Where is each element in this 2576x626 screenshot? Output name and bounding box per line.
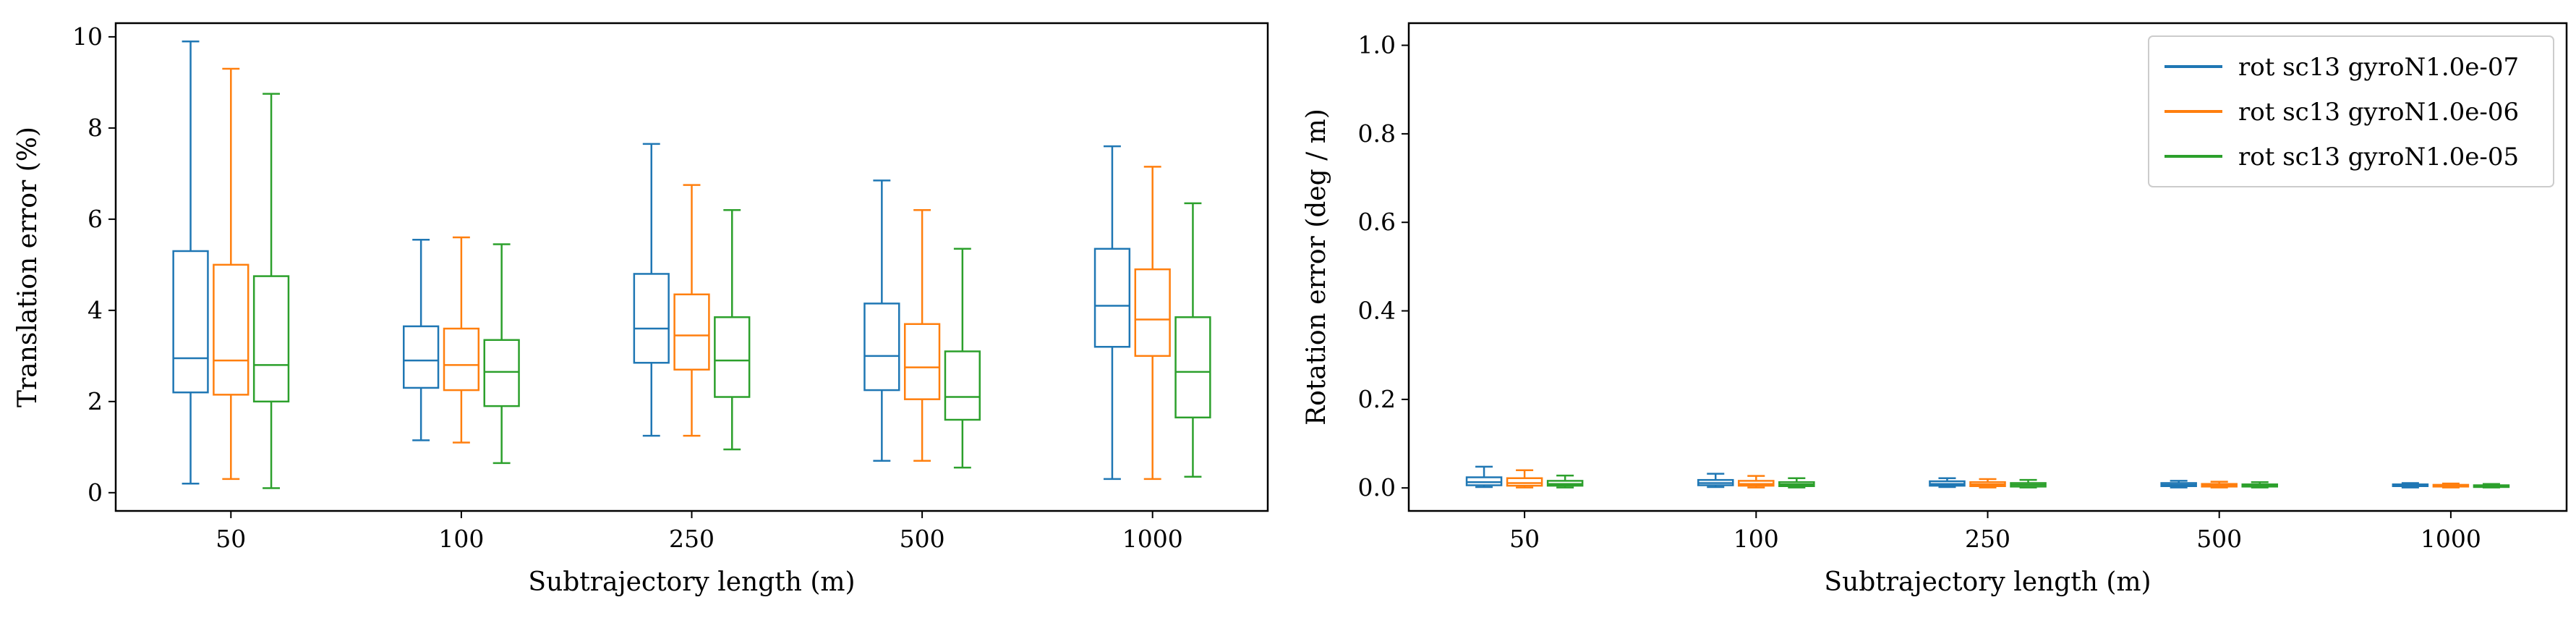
translation-y-axis-label: Translation error (%) xyxy=(13,127,43,407)
legend-label-1: rot sc13 gyroN1.0e-06 xyxy=(2238,98,2519,127)
box-iqr xyxy=(714,316,751,398)
translation-axis-ticks: 0 2 4 6 8 10 50 100 250 500 1000 xyxy=(72,22,1183,553)
translation-ytick-label-3: 6 xyxy=(88,205,103,233)
rotation-plot-content xyxy=(1465,465,2510,488)
translation-box-s1-c1 xyxy=(443,236,480,444)
rotation-ytick-label-4: 0.8 xyxy=(1358,119,1396,148)
rotation-box-s2-c2 xyxy=(2010,478,2047,488)
box-iqr xyxy=(213,263,250,396)
box-iqr xyxy=(1093,248,1131,348)
rotation-error-chart: 0.0 0.2 0.4 0.6 0.8 1.0 50 100 250 500 1000 Subtra… xyxy=(1302,22,2568,597)
box-iqr xyxy=(443,327,480,392)
translation-box-s2-c4 xyxy=(1174,202,1211,478)
rotation-box-s1-c4 xyxy=(2432,482,2470,488)
legend-label-2: rot sc13 gyroN1.0e-05 xyxy=(2238,143,2519,172)
translation-box-s2-c0 xyxy=(252,93,290,489)
box-iqr xyxy=(903,323,941,400)
translation-box-s0-c3 xyxy=(863,179,900,462)
box-iqr xyxy=(863,303,900,392)
rotation-y-axis-label: Rotation error (deg / m) xyxy=(1302,109,1331,426)
rotation-axis-ticks: 0.0 0.2 0.4 0.6 0.8 1.0 50 100 250 500 1000 xyxy=(1358,31,2481,553)
box-iqr xyxy=(673,293,710,371)
translation-ytick-label-2: 4 xyxy=(88,296,103,324)
rotation-box-s1-c2 xyxy=(1969,478,2006,488)
rotation-ytick-label-2: 0.4 xyxy=(1358,297,1396,325)
translation-box-s0-c1 xyxy=(403,238,440,441)
box-iqr xyxy=(1506,477,1543,487)
box-iqr xyxy=(1174,316,1211,419)
rotation-box-s0-c0 xyxy=(1465,465,1503,488)
rotation-box-s0-c1 xyxy=(1697,473,1734,488)
translation-box-s1-c0 xyxy=(213,67,250,481)
box-iqr xyxy=(172,250,209,394)
rotation-ytick-label-0: 0.0 xyxy=(1358,473,1396,502)
box-iqr xyxy=(403,325,440,389)
rotation-xtick-label-1: 100 xyxy=(1733,525,1779,553)
rotation-xtick-label-4: 1000 xyxy=(2421,525,2481,553)
translation-box-s0-c0 xyxy=(172,40,209,485)
translation-box-s1-c4 xyxy=(1134,166,1171,481)
translation-xtick-label-3: 500 xyxy=(900,525,945,553)
translation-box-s2-c3 xyxy=(944,248,981,469)
box-iqr xyxy=(252,275,290,403)
rotation-box-s1-c1 xyxy=(1738,475,1775,488)
translation-ytick-label-1: 2 xyxy=(88,387,103,415)
rotation-x-axis-label: Subtrajectory length (m) xyxy=(1824,567,2151,597)
rotation-box-s1-c0 xyxy=(1506,469,1543,488)
legend-box xyxy=(2148,35,2554,187)
rotation-xtick-label-3: 500 xyxy=(2196,525,2242,553)
rotation-ytick-label-3: 0.6 xyxy=(1358,208,1396,236)
translation-plot-content xyxy=(172,40,1211,489)
rotation-ytick-label-1: 0.2 xyxy=(1358,385,1396,413)
rotation-ytick-label-5: 1.0 xyxy=(1358,31,1396,59)
rotation-xtick-label-2: 250 xyxy=(1965,525,2010,553)
translation-box-s0-c2 xyxy=(633,143,670,437)
translation-xtick-label-1: 100 xyxy=(438,525,484,553)
legend-label-0: rot sc13 gyroN1.0e-07 xyxy=(2238,53,2519,82)
translation-ytick-label-0: 0 xyxy=(88,478,103,507)
translation-x-axis-label: Subtrajectory length (m) xyxy=(528,567,855,597)
translation-error-chart: 0 2 4 6 8 10 50 100 250 500 1000 Subtrajectory len… xyxy=(13,22,1269,597)
rotation-box-s0-c3 xyxy=(2160,480,2197,488)
rotation-xtick-label-0: 50 xyxy=(1509,525,1540,553)
box-iqr xyxy=(944,350,981,421)
translation-xtick-label-0: 50 xyxy=(216,525,246,553)
rotation-box-s2-c3 xyxy=(2241,481,2278,488)
translation-box-s2-c1 xyxy=(483,243,520,465)
rotation-box-s2-c1 xyxy=(1778,477,1815,488)
box-iqr xyxy=(633,273,670,364)
rotation-box-s1-c3 xyxy=(2201,481,2238,488)
translation-xtick-label-4: 1000 xyxy=(1122,525,1183,553)
rotation-box-s2-c4 xyxy=(2473,483,2510,488)
rotation-legend: rot sc13 gyroN1.0e-07 rot sc13 gyroN1.0e-… xyxy=(2148,35,2554,187)
box-iqr xyxy=(1134,268,1171,358)
rotation-box-s0-c4 xyxy=(2392,482,2429,488)
translation-box-s2-c2 xyxy=(714,209,751,451)
translation-ytick-label-5: 10 xyxy=(72,22,103,51)
translation-xtick-label-2: 250 xyxy=(669,525,715,553)
rotation-box-s0-c2 xyxy=(1929,477,1966,488)
rotation-box-s2-c0 xyxy=(1546,474,1584,488)
translation-box-s0-c4 xyxy=(1093,145,1131,481)
translation-box-s1-c3 xyxy=(903,209,941,462)
translation-box-s1-c2 xyxy=(673,184,710,437)
translation-ytick-label-4: 8 xyxy=(88,114,103,142)
box-iqr xyxy=(483,339,520,407)
